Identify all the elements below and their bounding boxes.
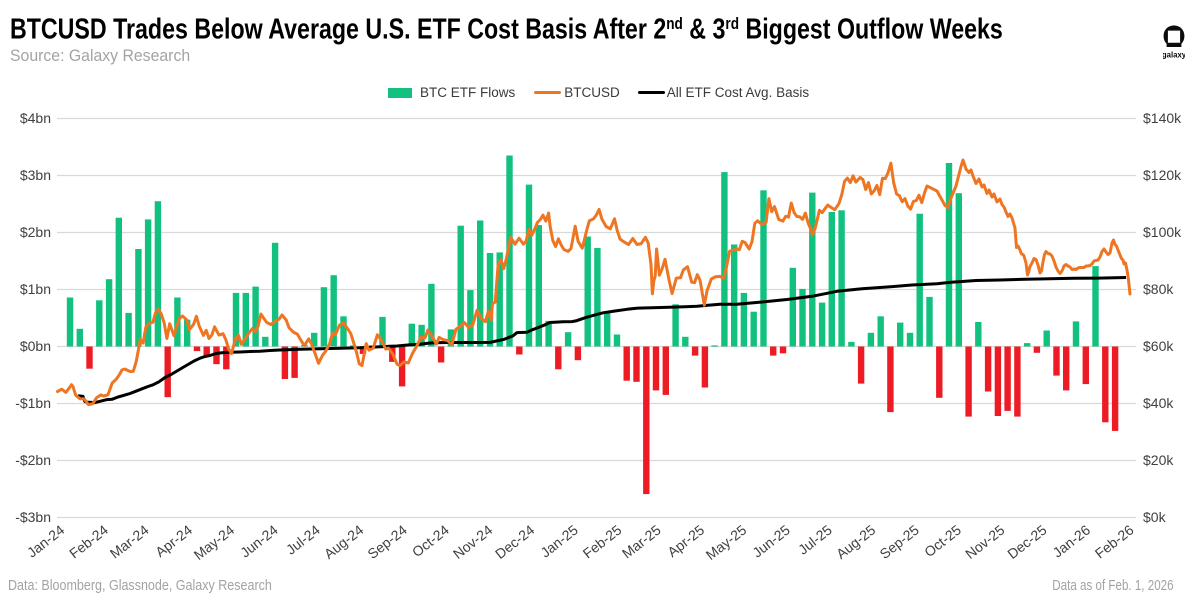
svg-text:Apr-24: Apr-24 [152, 521, 195, 560]
svg-text:Oct-24: Oct-24 [409, 521, 452, 560]
svg-text:$1bn: $1bn [20, 281, 51, 297]
svg-text:Sep-24: Sep-24 [364, 521, 410, 562]
svg-text:$4bn: $4bn [20, 110, 51, 126]
svg-text:May-24: May-24 [191, 521, 238, 562]
svg-text:$2bn: $2bn [20, 224, 51, 240]
svg-text:-$1bn: -$1bn [15, 395, 51, 411]
svg-text:Jul-24: Jul-24 [283, 521, 323, 557]
svg-text:Nov-25: Nov-25 [962, 521, 1008, 562]
svg-text:$3bn: $3bn [20, 167, 51, 183]
svg-text:Nov-24: Nov-24 [450, 521, 496, 562]
svg-text:Mar-25: Mar-25 [619, 521, 664, 561]
svg-text:-$3bn: -$3bn [15, 509, 51, 525]
svg-text:$0k: $0k [1143, 509, 1167, 525]
svg-text:Jul-25: Jul-25 [795, 521, 835, 557]
svg-text:Jan-26: Jan-26 [1050, 521, 1094, 560]
svg-text:Sep-25: Sep-25 [876, 521, 922, 562]
svg-text:Oct-25: Oct-25 [921, 521, 964, 560]
svg-text:-$2bn: -$2bn [15, 452, 51, 468]
svg-text:Aug-24: Aug-24 [321, 521, 367, 562]
svg-text:$100k: $100k [1143, 224, 1182, 240]
svg-text:Feb-25: Feb-25 [580, 521, 625, 561]
svg-text:May-25: May-25 [703, 521, 750, 562]
svg-text:Dec-24: Dec-24 [492, 521, 538, 562]
svg-text:$120k: $120k [1143, 167, 1182, 183]
svg-text:Apr-25: Apr-25 [664, 521, 707, 560]
svg-text:Aug-25: Aug-25 [833, 521, 879, 562]
svg-text:Feb-24: Feb-24 [66, 521, 111, 561]
svg-text:$20k: $20k [1143, 452, 1174, 468]
svg-text:Jan-24: Jan-24 [24, 521, 68, 560]
svg-text:Mar-24: Mar-24 [107, 521, 152, 561]
svg-text:Feb-26: Feb-26 [1092, 521, 1137, 561]
svg-text:Jun-25: Jun-25 [749, 521, 793, 560]
svg-text:$140k: $140k [1143, 110, 1182, 126]
svg-text:$0bn: $0bn [20, 338, 51, 354]
svg-text:Jan-25: Jan-25 [537, 521, 581, 560]
svg-text:Dec-25: Dec-25 [1004, 521, 1050, 562]
svg-text:$40k: $40k [1143, 395, 1174, 411]
svg-text:galaxy: galaxy [1163, 51, 1185, 60]
svg-text:$80k: $80k [1143, 281, 1174, 297]
svg-text:$60k: $60k [1143, 338, 1174, 354]
svg-text:Jun-24: Jun-24 [237, 521, 281, 560]
